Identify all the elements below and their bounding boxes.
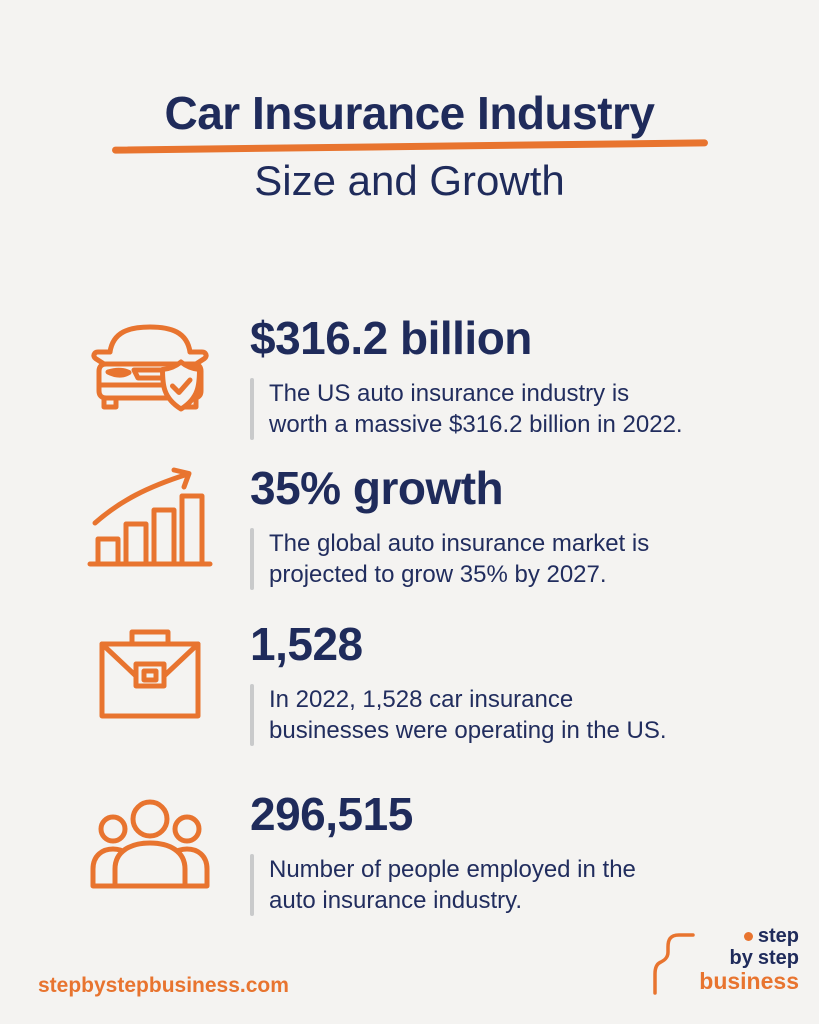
stat-description-block: Number of people employed in the auto in… — [250, 854, 636, 916]
logo-word-by: by — [729, 947, 753, 969]
stat-description: The global auto insurance market is proj… — [269, 530, 650, 588]
page-title: Car Insurance Industry — [164, 87, 655, 139]
logo-word-step-2: step — [757, 947, 799, 969]
website-url: stepbystepbusiness.com — [38, 974, 289, 997]
stat-row-businesses: 1,528 In 2022, 1,528 car insurance busin… — [85, 618, 667, 746]
stat-row-industry-value: $316.2 billion The US auto insurance ind… — [85, 312, 683, 440]
stat-description-block: The global auto insurance market is proj… — [250, 528, 649, 590]
stat-row-employment: 296,515 Number of people employed in the… — [85, 788, 636, 916]
stat-description: Number of people employed in the auto in… — [269, 856, 636, 914]
people-group-icon — [85, 788, 215, 900]
stat-row-market-growth: 35% growth The global auto insurance mar… — [85, 462, 649, 590]
logo-word-step-1: step — [757, 925, 799, 947]
description-divider — [250, 378, 254, 440]
logo-curve-icon — [653, 933, 695, 995]
description-divider — [250, 684, 254, 746]
car-shield-icon — [85, 312, 215, 424]
stat-value-businesses: 1,528 — [250, 618, 363, 670]
stat-description-block: The US auto insurance industry is worth … — [250, 378, 683, 440]
title-underline-decoration — [111, 138, 708, 154]
description-divider — [250, 854, 254, 916]
stat-description: In 2022, 1,528 car insurance businesses … — [269, 686, 667, 744]
stat-description: The US auto insurance industry is worth … — [269, 380, 683, 438]
header: Car Insurance Industry Size and Growth — [0, 88, 819, 204]
page-subtitle: Size and Growth — [254, 156, 565, 204]
stat-description-block: In 2022, 1,528 car insurance businesses … — [250, 684, 667, 746]
step-by-step-business-logo: step by step business — [651, 926, 799, 1004]
logo-dot-icon — [743, 931, 753, 941]
briefcase-icon — [85, 618, 215, 730]
logo-word-business: business — [699, 968, 799, 994]
stat-value-employment: 296,515 — [250, 788, 413, 840]
growth-chart-icon — [85, 462, 215, 574]
stat-value-industry-worth: $316.2 billion — [250, 312, 532, 364]
stat-value-growth: 35% growth — [250, 462, 504, 514]
description-divider — [250, 528, 254, 590]
